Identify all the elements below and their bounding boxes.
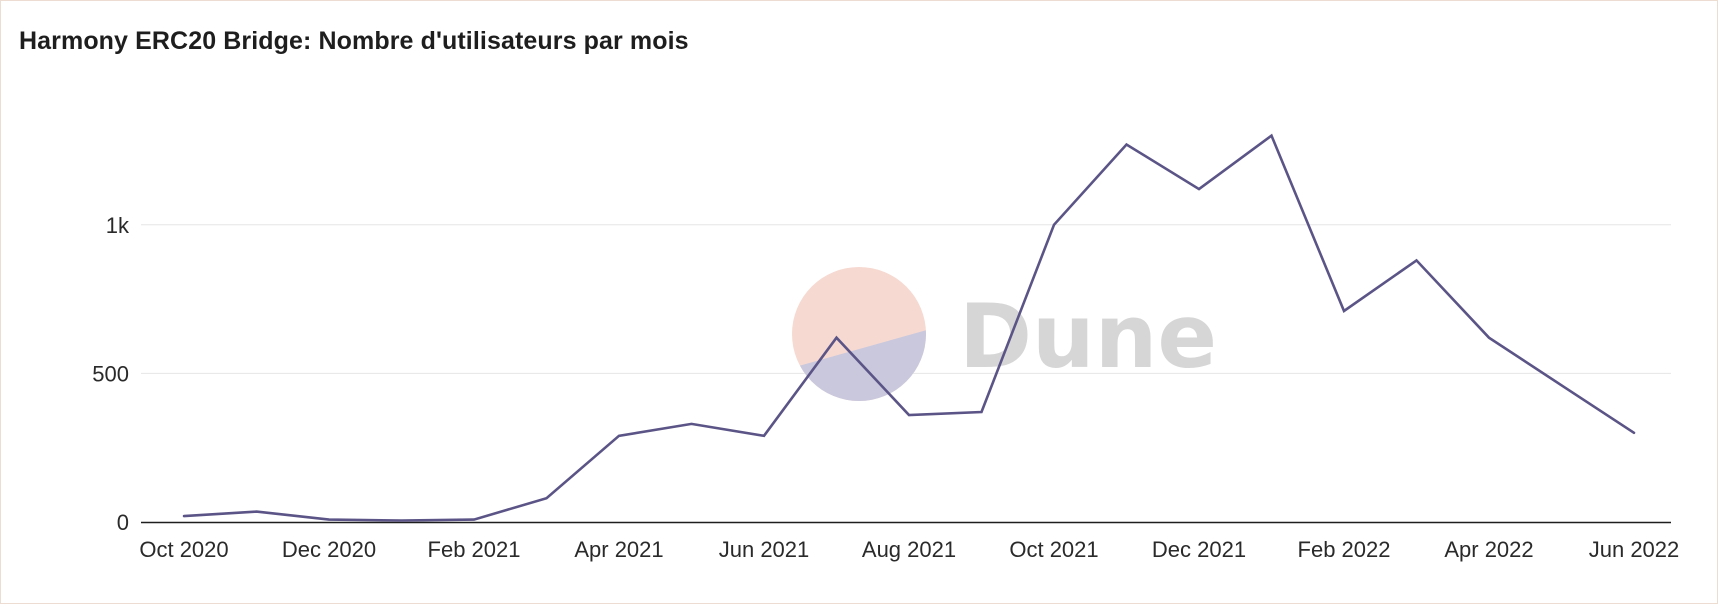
data-point bbox=[690, 422, 694, 426]
x-tick-label: Oct 2020 bbox=[139, 537, 228, 562]
x-tick-label: Dec 2020 bbox=[282, 537, 376, 562]
data-point bbox=[762, 434, 766, 438]
data-point bbox=[835, 336, 839, 340]
data-point bbox=[617, 434, 621, 438]
data-point bbox=[1632, 431, 1636, 435]
x-tick-label: Oct 2021 bbox=[1009, 537, 1098, 562]
data-point bbox=[1487, 336, 1491, 340]
data-point bbox=[1415, 258, 1419, 262]
y-tick-label: 1k bbox=[106, 213, 130, 238]
axes: 0 500 1k Oct 2020 Dec 2020 Feb 2021 Apr 2021 Ju… bbox=[92, 213, 1679, 562]
chart-title: Harmony ERC20 Bridge: Nombre d'utilisate… bbox=[19, 27, 689, 55]
data-point bbox=[980, 410, 984, 414]
series-line bbox=[182, 133, 1636, 522]
data-point bbox=[545, 496, 549, 500]
y-tick-label: 0 bbox=[117, 510, 129, 535]
data-point bbox=[255, 510, 259, 514]
data-point bbox=[1270, 134, 1274, 138]
x-tick-label: Feb 2021 bbox=[428, 537, 521, 562]
y-tick-label: 500 bbox=[92, 361, 129, 386]
data-point bbox=[182, 514, 186, 518]
data-point bbox=[907, 413, 911, 417]
data-point bbox=[1125, 143, 1129, 147]
x-tick-label: Apr 2022 bbox=[1444, 537, 1533, 562]
series bbox=[182, 133, 1636, 523]
watermark-text: Dune bbox=[959, 285, 1217, 388]
data-point bbox=[1052, 223, 1056, 227]
data-point bbox=[400, 519, 404, 523]
x-tick-label: Apr 2021 bbox=[574, 537, 663, 562]
x-tick-label: Feb 2022 bbox=[1298, 537, 1391, 562]
data-point bbox=[1197, 187, 1201, 191]
data-point bbox=[1342, 309, 1346, 313]
data-point bbox=[1560, 383, 1564, 387]
data-point bbox=[327, 518, 331, 522]
x-tick-label: Aug 2021 bbox=[862, 537, 956, 562]
data-point bbox=[472, 518, 476, 522]
x-tick-label: Dec 2021 bbox=[1152, 537, 1246, 562]
x-tick-label: Jun 2021 bbox=[719, 537, 810, 562]
dune-watermark: Dune bbox=[792, 267, 1217, 401]
x-tick-label: Jun 2022 bbox=[1589, 537, 1680, 562]
